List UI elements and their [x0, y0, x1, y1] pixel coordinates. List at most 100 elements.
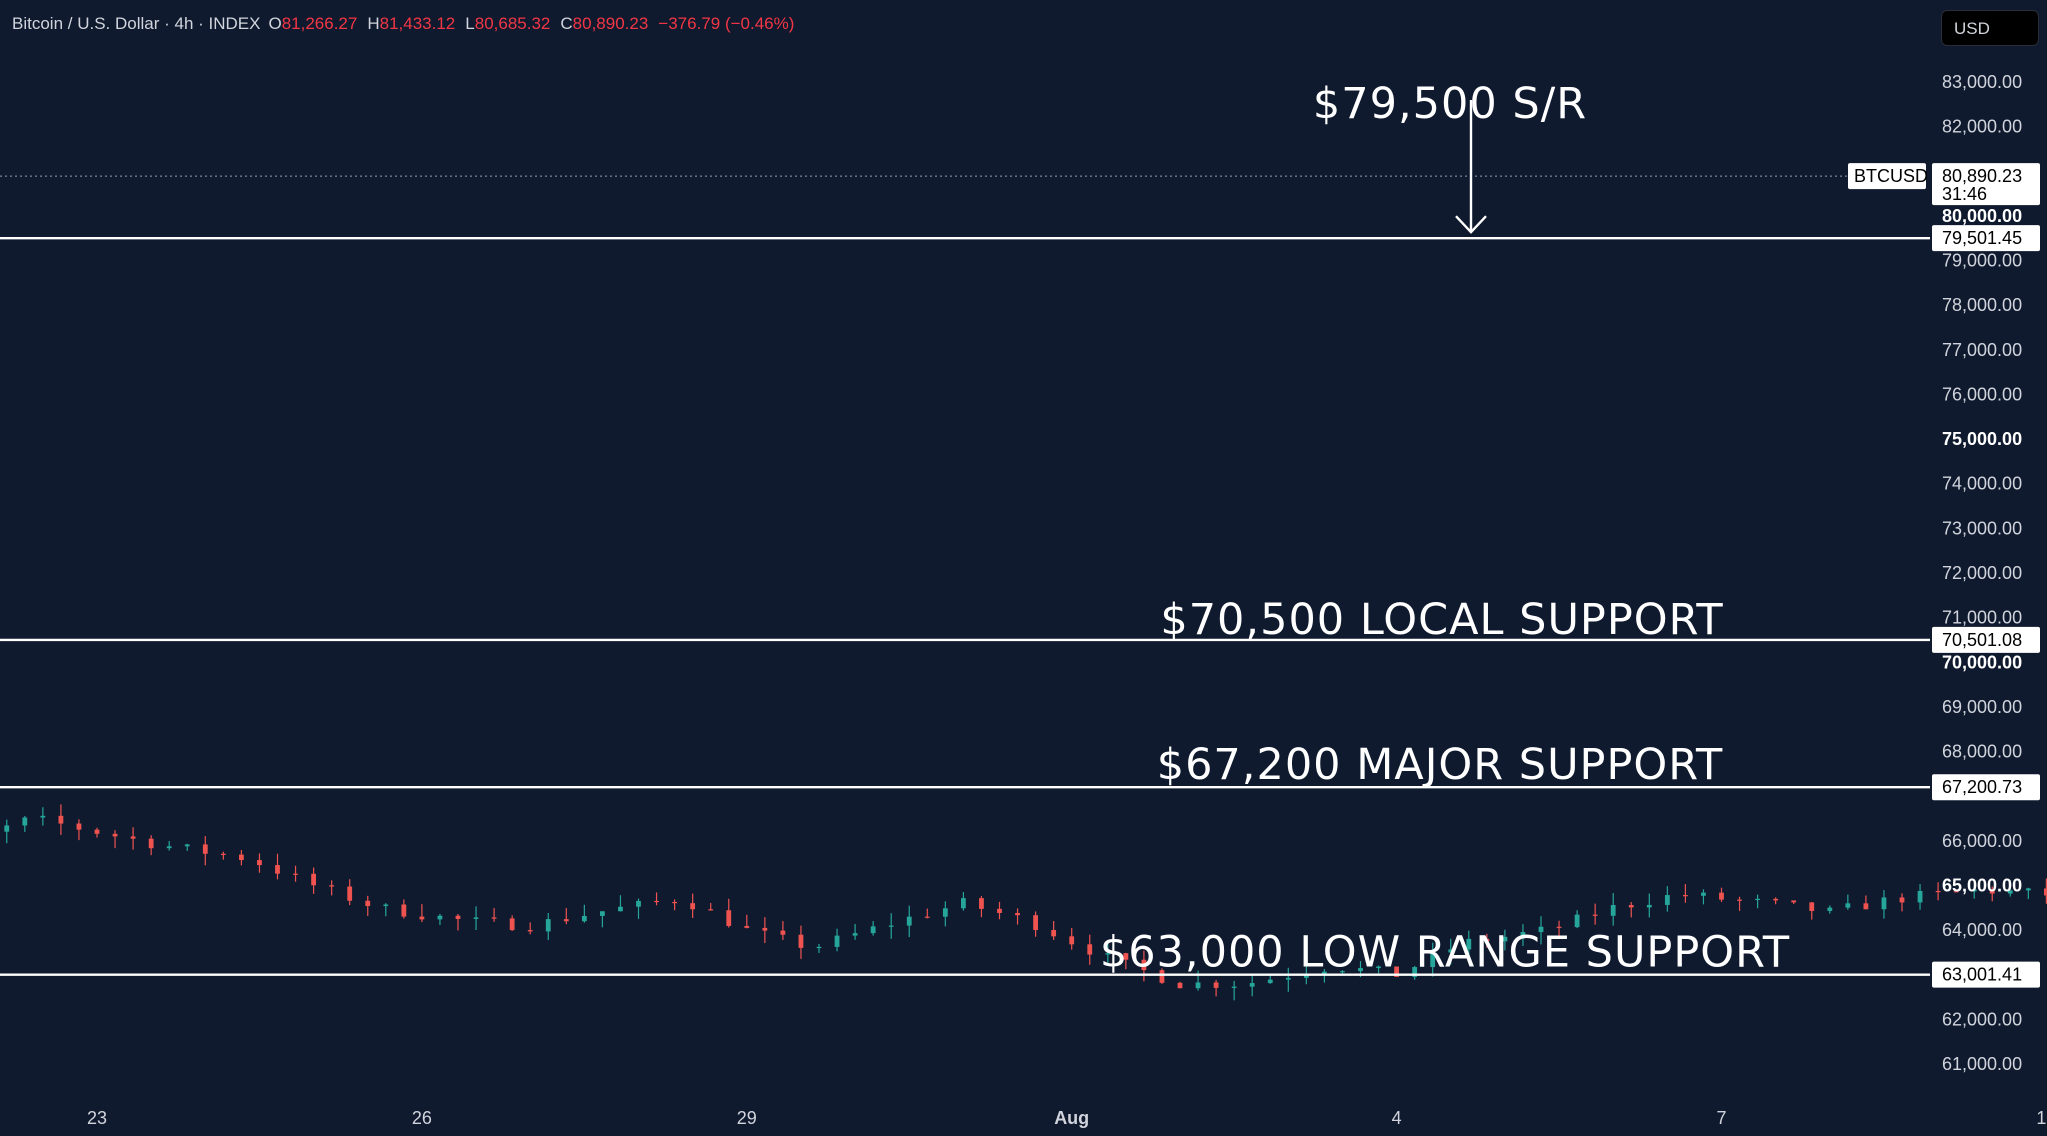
level-price-box	[1932, 626, 2040, 653]
candle-body	[1520, 932, 1526, 937]
level-price-label: 79,501.45	[1942, 228, 2022, 248]
time-tick-label: 29	[737, 1108, 757, 1128]
high-value: 81,433.12	[379, 14, 456, 33]
candle-body	[1285, 977, 1291, 980]
candle-body	[419, 916, 425, 920]
candle-body	[455, 915, 461, 919]
price-tick-label: 76,000.00	[1942, 384, 2022, 404]
time-axis[interactable]: 232629Aug4710131619222528Sep4710	[87, 1108, 2047, 1128]
time-tick-label: Aug	[1054, 1108, 1089, 1128]
candle-body	[76, 823, 82, 830]
candle-body	[1701, 892, 1706, 896]
candle-body	[1628, 905, 1634, 908]
candle-body	[94, 829, 100, 834]
candle-body	[1989, 889, 1995, 894]
close-value: 80,890.23	[572, 14, 649, 33]
candle-body	[184, 844, 190, 847]
time-tick-label: 23	[87, 1108, 107, 1128]
time-tick-label: 10	[2036, 1108, 2047, 1128]
candle-body	[1791, 900, 1797, 903]
candle-body	[600, 911, 605, 916]
candle-body	[708, 909, 714, 911]
candle-body	[545, 919, 551, 932]
candle-body	[527, 930, 533, 932]
candles-layer	[4, 804, 2047, 1001]
candle-body	[1249, 983, 1255, 987]
candle-body	[1195, 982, 1201, 989]
price-tick-label: 68,000.00	[1942, 742, 2022, 762]
level-annotation: $63,000 LOW RANGE SUPPORT	[1100, 928, 1790, 978]
price-tick-label: 78,000.00	[1942, 295, 2022, 315]
price-tick-label: 72,000.00	[1942, 563, 2022, 583]
candle-body	[58, 815, 64, 824]
candle-body	[1881, 897, 1887, 910]
price-tick-label: 64,000.00	[1942, 920, 2022, 940]
level-price-label: 67,200.73	[1942, 777, 2022, 797]
candle-body	[347, 886, 353, 901]
candle-body	[1105, 953, 1111, 955]
candle-body	[491, 917, 497, 919]
change-value: −376.79 (−0.46%)	[658, 14, 795, 33]
price-tick-label: 80,000.00	[1942, 206, 2022, 226]
price-tick-label: 79,000.00	[1942, 251, 2022, 271]
candle-body	[581, 915, 587, 922]
level-price-box	[1932, 225, 2040, 252]
level-annotation: $70,500 LOCAL SUPPORT	[1160, 595, 1723, 645]
candle-body	[1827, 907, 1833, 911]
candle-body	[148, 838, 154, 849]
level-price-box	[1932, 961, 2040, 988]
price-tick-label: 70,000.00	[1942, 652, 2022, 672]
candle-body	[22, 817, 28, 826]
candle-body	[473, 917, 479, 919]
candle-body	[1015, 912, 1020, 916]
candle-body	[744, 925, 750, 928]
candle-body	[1719, 892, 1724, 900]
candle-body	[1917, 890, 1923, 903]
candle-body	[979, 898, 984, 909]
candle-body	[166, 846, 172, 849]
candle-body	[924, 916, 930, 918]
open-value: 81,266.27	[281, 14, 358, 33]
price-axis[interactable]: 83,000.00 82,000.00 80,000.00 79,000.00 78,0…	[1848, 72, 2040, 1074]
candle-body	[1394, 966, 1399, 977]
candle-body	[130, 836, 136, 839]
candle-body	[1448, 949, 1454, 953]
candle-body	[961, 898, 966, 909]
price-tick-label: 62,000.00	[1942, 1009, 2022, 1029]
candle-body	[672, 901, 677, 904]
candle-body	[888, 925, 894, 927]
candle-body	[1538, 926, 1544, 933]
candle-body	[1033, 915, 1038, 931]
candle-body	[4, 825, 10, 832]
candle-body	[2007, 890, 2013, 894]
level-price-label: 63,001.41	[1942, 965, 2022, 985]
candle-body	[509, 918, 515, 931]
level-annotation: $67,200 MAJOR SUPPORT	[1157, 740, 1724, 790]
candle-body	[618, 906, 623, 912]
candle-body	[852, 933, 858, 936]
last-price-label: 80,890.23	[1942, 166, 2022, 186]
candle-body	[1574, 914, 1580, 928]
price-tick-label: 82,000.00	[1942, 117, 2022, 137]
candle-body	[1646, 904, 1652, 908]
candle-body	[1141, 959, 1147, 971]
open-key: O	[268, 14, 282, 33]
candle-body	[906, 916, 912, 926]
candle-body	[1213, 982, 1219, 988]
candle-body	[1664, 895, 1670, 905]
candle-body	[1755, 898, 1760, 901]
low-key: L	[465, 14, 475, 33]
candle-body	[2044, 888, 2047, 896]
candle-body	[112, 833, 118, 837]
countdown-label: 31:46	[1942, 184, 1987, 204]
currency-button[interactable]: USD	[1941, 10, 2039, 46]
candle-body	[762, 927, 768, 931]
price-tick-label: 74,000.00	[1942, 474, 2022, 494]
candle-body	[1430, 952, 1436, 968]
candle-body	[1773, 898, 1779, 901]
candle-body	[365, 900, 371, 907]
candle-body	[401, 904, 407, 917]
price-tick-label: 77,000.00	[1942, 340, 2022, 360]
candle-body	[1069, 936, 1075, 945]
